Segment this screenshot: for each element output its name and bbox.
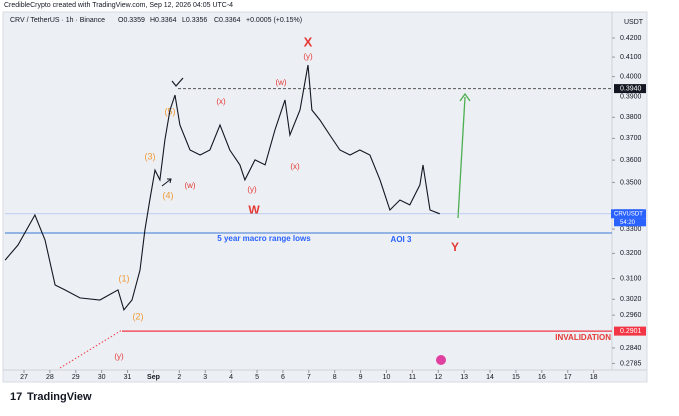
y-tick-label: 0.3020 [620, 296, 642, 303]
x-tick-label: 12 [434, 374, 442, 381]
last-name-box [611, 209, 643, 219]
ohlc-value: O0.3359 [118, 17, 145, 24]
y-tick-label: 0.3300 [620, 226, 642, 233]
price-label: 0.3940 [620, 85, 642, 92]
annotation: (y) [114, 352, 124, 361]
annotation: (4) [163, 190, 174, 200]
y-tick-label: 0.3700 [620, 135, 642, 142]
x-tick-label: 30 [98, 374, 106, 381]
price-label-box [614, 326, 646, 336]
header: CredibleCrypto created with TradingView.… [4, 2, 233, 9]
ohlc-value: C0.3364 [214, 17, 241, 24]
x-tick-label: 3 [203, 374, 207, 381]
ohlc-value: L0.3356 [182, 17, 207, 24]
price-label: 0.3900 [620, 94, 642, 101]
x-tick-label: 5 [255, 374, 259, 381]
price-label: 0.2901 [620, 328, 642, 335]
annotation: INVALIDATION [555, 333, 611, 342]
x-tick-label: 28 [46, 374, 54, 381]
x-tick-label: 8 [333, 374, 337, 381]
y-tick-label: 0.2785 [620, 360, 642, 367]
annotation: (w) [184, 181, 195, 190]
y-tick-label: 0.2960 [620, 312, 642, 319]
x-tick-label: 16 [538, 374, 546, 381]
ohlc-value: H0.3364 [150, 17, 177, 24]
brand-logo: 17 [10, 391, 22, 403]
last-name: CRVUSDT [614, 211, 643, 217]
y-tick-label: 0.2840 [620, 345, 642, 352]
annotation: (y) [247, 185, 257, 194]
target-arrow [457, 96, 466, 219]
y-tick-label: 0.3500 [620, 179, 642, 186]
x-tick-label: 27 [20, 374, 28, 381]
x-tick-label: 10 [383, 374, 391, 381]
icon [436, 355, 446, 365]
y-tick-label: 0.3100 [620, 275, 642, 282]
x-tick-label: 13 [460, 374, 468, 381]
x-tick-label: 15 [512, 374, 520, 381]
countdown: 54:20 [620, 220, 636, 226]
annotation: (x) [290, 162, 300, 171]
annotation: Y [451, 240, 459, 254]
y-tick-label: 0.3600 [620, 157, 642, 164]
dotted-line [59, 329, 123, 369]
annotation: (2) [133, 311, 144, 321]
x-tick-label: 17 [564, 374, 572, 381]
pointer [161, 178, 172, 187]
arrow-head [459, 92, 471, 102]
x-tick-label: 2 [177, 374, 181, 381]
countdown-box [614, 218, 646, 227]
annotation: (x) [216, 97, 226, 106]
annotation: 5 year macro range lows [217, 234, 311, 243]
check-mark [171, 77, 184, 87]
x-tick-label: 6 [281, 374, 285, 381]
symbol: CRV / TetherUS · 1h · Binance [10, 17, 105, 24]
x-tick-label: 18 [590, 374, 598, 381]
price-label-box [614, 84, 646, 94]
annotation: (w) [275, 78, 286, 87]
x-tick-label: 11 [409, 374, 416, 381]
x-tick-label: 9 [359, 374, 363, 381]
y-tick-label: 0.3200 [620, 250, 642, 257]
annotation: (y) [303, 52, 313, 61]
annotation: (1) [119, 273, 130, 283]
currency: USDT [624, 19, 644, 26]
x-tick-label: 4 [229, 374, 233, 381]
x-tick-label: 14 [486, 374, 494, 381]
y-tick-label: 0.4000 [620, 73, 642, 80]
y-tick-label: 0.4100 [620, 54, 642, 61]
y-tick-label: 0.3800 [620, 114, 642, 121]
y-tick-label: 0.4200 [620, 35, 642, 42]
annotation: (3) [145, 151, 156, 161]
ohlc-value: +0.0005 (+0.15%) [246, 17, 302, 24]
annotation: W [248, 203, 260, 217]
x-tick-label: Sep [147, 374, 160, 381]
x-tick-label: 29 [72, 374, 80, 381]
plot-bg [2, 11, 648, 383]
annotation: X [304, 34, 313, 49]
x-tick-label: 7 [307, 374, 311, 381]
x-tick-label: 31 [124, 374, 132, 381]
annotation: AOI 3 [391, 235, 412, 244]
price-line [4, 64, 440, 311]
brand: TradingView [27, 391, 92, 403]
